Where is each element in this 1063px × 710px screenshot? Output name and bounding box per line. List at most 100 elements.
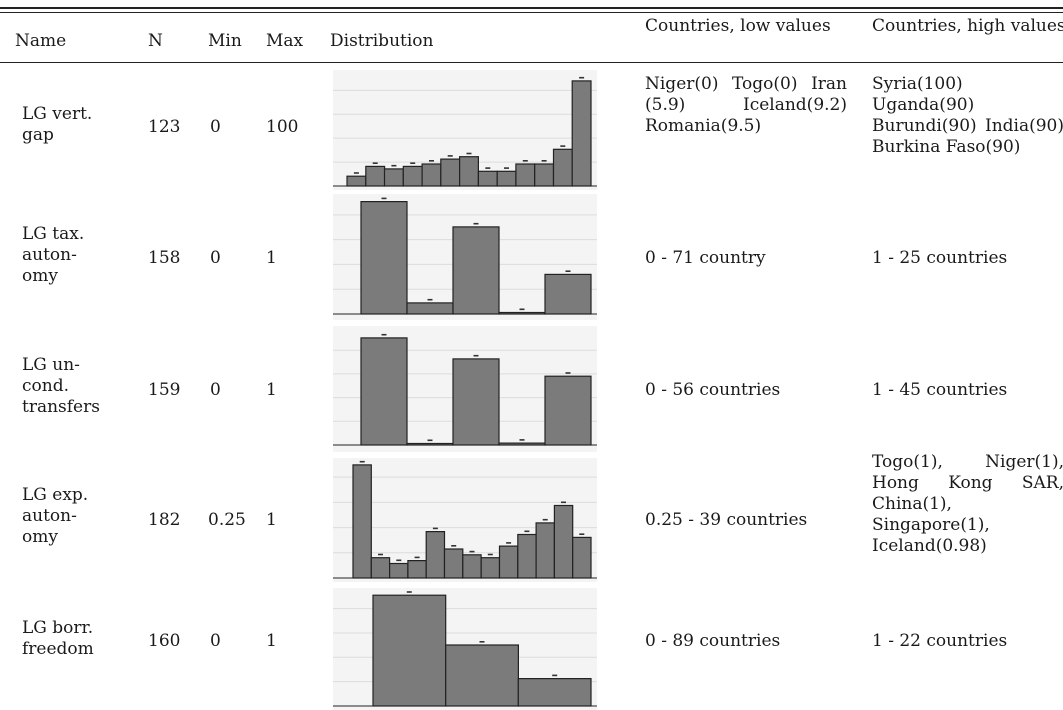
bar-count-label	[579, 76, 585, 79]
table-top-rule-thin	[0, 12, 1063, 13]
histogram-bar	[360, 200, 408, 315]
bar-count-label	[552, 674, 558, 677]
row-1-name-line-2: gap	[22, 125, 54, 145]
bar-count-label	[579, 533, 585, 535]
bar-count-label	[524, 530, 530, 533]
histogram-bar	[370, 557, 391, 579]
col-header-distribution: Distribution	[330, 31, 434, 51]
row-3-name: LG un- cond. transfers	[22, 355, 132, 418]
histogram-bar	[517, 677, 592, 707]
bar-count-label	[479, 641, 485, 643]
histogram	[333, 460, 597, 579]
bar-count-label	[372, 162, 378, 164]
row-4-low-values: 0.25 - 39 countries	[645, 510, 808, 530]
bar-count-label	[519, 439, 525, 441]
row-2-max: 1	[266, 248, 277, 268]
histogram-bar	[553, 504, 574, 579]
histogram-bar	[535, 522, 556, 579]
row-2-name-line-2: auton-	[22, 245, 77, 265]
row-5-name: LG borr. freedom	[22, 618, 132, 660]
bar-count-label	[469, 550, 475, 553]
bar-count-label	[451, 545, 457, 547]
histogram-bar	[406, 302, 454, 315]
row-3-name-line-1: LG un-	[22, 355, 80, 375]
row-3-n: 159	[148, 380, 181, 400]
row-2-low-values: 0 - 71 country	[645, 248, 766, 268]
histogram-bar	[365, 165, 386, 187]
histogram-bar	[571, 80, 592, 187]
histogram-bar	[383, 168, 404, 187]
bar-count-label	[427, 298, 433, 301]
row-4-n: 182	[148, 510, 181, 530]
row-4-high-values: Togo(1), Niger(1), Hong Kong SAR, China(…	[872, 452, 1063, 556]
histogram-bar	[544, 273, 592, 315]
row-1-low-values: Niger(0) Togo(0) Iran (5.9) Iceland(9.2)…	[645, 74, 847, 136]
col-header-max: Max	[266, 31, 304, 51]
bar-count-label	[396, 559, 402, 562]
bar-count-label	[410, 162, 416, 164]
bar-count-label	[561, 501, 566, 504]
histogram-bar	[552, 148, 573, 187]
bar-count-label	[541, 160, 547, 162]
bar-count-label	[487, 553, 493, 556]
row-3-max: 1	[266, 380, 277, 400]
row-1-name: LG vert. gap	[22, 104, 132, 146]
histogram-bar	[443, 548, 464, 579]
bar-count-label	[542, 518, 548, 521]
histogram-bar	[477, 170, 498, 187]
col-header-name: Name	[15, 31, 67, 51]
bar-count-label	[466, 152, 472, 155]
table-top-rule	[0, 7, 1063, 9]
row-5-distribution-chart	[333, 588, 597, 710]
row-5-name-line-1: LG borr.	[22, 618, 94, 638]
histogram-bar	[388, 562, 409, 579]
histogram-bar	[445, 644, 519, 707]
bar-count-label	[506, 542, 512, 544]
row-2-distribution-chart	[333, 194, 597, 320]
histogram-bar	[498, 545, 519, 579]
row-2-name: LG tax. auton- omy	[22, 224, 132, 287]
histogram-bar	[572, 536, 592, 579]
row-5-low-values: 0 - 89 countries	[645, 631, 781, 651]
histogram-bar	[452, 226, 500, 315]
col-header-n: N	[148, 31, 163, 51]
histogram-bar	[402, 165, 423, 187]
bar-count-label	[427, 439, 433, 442]
histogram-bar	[352, 464, 372, 579]
row-1-distribution-chart	[333, 70, 597, 190]
row-1-high-values: Syria(100) Uganda(90) Burundi(90) India(…	[872, 74, 1063, 157]
histogram	[333, 76, 597, 187]
row-4-min: 0.25	[208, 510, 246, 530]
row-5-min: 0	[210, 631, 221, 651]
row-3-low-values: 0 - 56 countries	[645, 380, 781, 400]
histogram-bar	[360, 337, 408, 446]
histogram-bar	[496, 170, 517, 187]
bar-count-label	[359, 460, 365, 463]
bar-count-label	[565, 270, 571, 272]
row-1-name-line-1: LG vert.	[22, 104, 93, 124]
bar-count-label	[447, 155, 453, 157]
histogram-bar	[534, 163, 555, 187]
row-2-name-line-1: LG tax.	[22, 224, 85, 244]
row-4-name-line-3: omy	[22, 527, 58, 547]
bar-count-label	[485, 167, 491, 169]
histogram-bar	[480, 557, 501, 579]
row-3-distribution-chart	[333, 326, 597, 452]
histogram	[333, 197, 597, 315]
histogram-bar	[372, 594, 447, 707]
bar-count-label	[391, 164, 397, 167]
histogram-bar	[544, 375, 592, 446]
bar-count-label	[381, 197, 387, 200]
row-5-n: 160	[148, 631, 181, 651]
histogram-bar	[440, 158, 461, 187]
histogram	[333, 591, 597, 707]
row-3-min: 0	[210, 380, 221, 400]
bar-count-label	[432, 527, 438, 530]
bar-count-label	[406, 591, 412, 593]
row-1-min: 0	[210, 117, 221, 137]
row-2-high-values: 1 - 25 countries	[872, 248, 1008, 268]
row-4-name-line-1: LG exp.	[22, 485, 89, 505]
histogram-bar	[421, 163, 442, 187]
histogram-bar	[515, 163, 536, 187]
col-header-low-values: Countries, low values	[645, 17, 831, 36]
